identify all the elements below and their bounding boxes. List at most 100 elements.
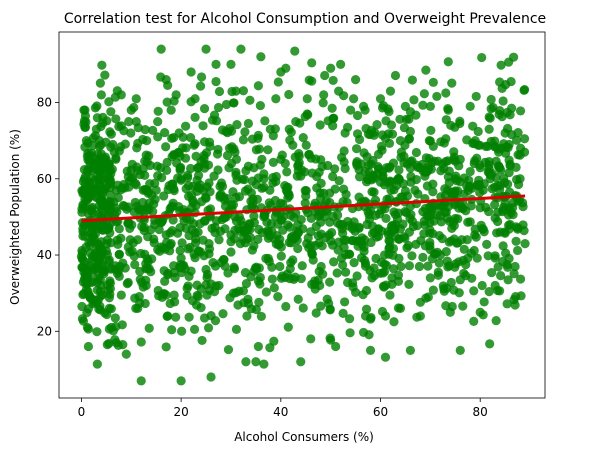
data-point — [330, 164, 340, 174]
data-point — [411, 239, 421, 249]
data-point — [161, 142, 171, 152]
data-point — [340, 163, 350, 174]
data-point — [293, 228, 303, 238]
data-point — [285, 264, 295, 274]
data-point — [343, 277, 353, 288]
data-point — [404, 227, 415, 237]
data-point — [503, 123, 513, 134]
data-point — [377, 103, 388, 113]
data-point — [197, 335, 207, 346]
data-point — [504, 57, 514, 67]
data-point — [509, 269, 519, 279]
data-point — [284, 89, 294, 100]
data-point — [290, 46, 300, 56]
data-point — [499, 173, 509, 183]
data-point — [165, 228, 175, 238]
data-point — [214, 235, 224, 245]
data-point — [512, 245, 523, 256]
data-point — [248, 194, 258, 204]
data-point — [478, 310, 488, 320]
data-point — [399, 158, 409, 168]
regression-line — [81, 194, 526, 223]
data-point — [475, 163, 485, 173]
data-point — [92, 254, 102, 264]
data-point — [316, 301, 326, 311]
data-point — [472, 253, 482, 263]
data-point — [97, 158, 107, 168]
data-point — [273, 77, 283, 87]
data-point — [181, 121, 191, 131]
data-point — [125, 247, 135, 257]
data-point — [130, 259, 140, 270]
data-point — [92, 101, 102, 111]
data-point — [242, 311, 252, 321]
data-point — [318, 269, 328, 279]
data-point — [255, 100, 265, 111]
data-point — [198, 235, 208, 245]
data-point — [271, 94, 281, 104]
data-point — [184, 181, 194, 191]
data-point — [286, 210, 296, 220]
data-point — [344, 221, 354, 231]
data-point — [404, 134, 414, 144]
data-point — [442, 256, 452, 266]
data-point — [114, 224, 124, 234]
data-point — [369, 263, 379, 273]
data-point — [310, 198, 320, 208]
data-point — [423, 261, 433, 271]
data-point — [484, 124, 494, 134]
data-point — [116, 290, 126, 300]
data-point — [326, 236, 336, 246]
data-point — [313, 230, 323, 241]
data-point — [450, 213, 460, 224]
data-point — [370, 195, 381, 205]
data-point — [263, 145, 273, 155]
data-point — [138, 282, 148, 292]
data-point — [479, 179, 489, 189]
data-point — [163, 268, 173, 278]
data-point — [153, 116, 163, 127]
data-point — [326, 63, 336, 73]
data-point — [367, 273, 377, 283]
data-point — [444, 166, 454, 176]
data-point — [393, 174, 404, 184]
data-point — [92, 113, 102, 123]
data-point — [412, 312, 422, 322]
data-point — [485, 339, 495, 349]
data-point — [110, 92, 120, 102]
data-point — [386, 185, 396, 195]
data-point — [374, 209, 385, 219]
data-point — [377, 306, 388, 317]
data-point — [503, 262, 513, 272]
data-point — [159, 191, 169, 201]
data-point — [325, 197, 335, 208]
data-point — [425, 101, 435, 111]
data-point — [199, 104, 210, 114]
data-point — [364, 330, 374, 340]
data-point — [294, 149, 304, 159]
data-point — [458, 255, 468, 265]
data-point — [105, 127, 115, 137]
data-point — [354, 222, 364, 232]
data-point — [332, 268, 342, 278]
data-point — [515, 150, 525, 160]
data-point — [500, 227, 510, 237]
data-point — [319, 188, 329, 198]
data-point — [437, 159, 447, 169]
data-point — [336, 59, 346, 70]
data-point — [92, 327, 102, 337]
data-point — [406, 210, 416, 220]
data-point — [140, 298, 150, 309]
data-point — [290, 272, 300, 282]
data-point — [195, 81, 206, 91]
data-point — [105, 283, 115, 294]
data-point — [222, 150, 233, 161]
data-point — [296, 357, 306, 367]
data-point — [491, 156, 501, 166]
data-point — [519, 134, 530, 144]
data-point — [352, 110, 363, 121]
data-point — [166, 105, 176, 115]
data-point — [175, 245, 185, 256]
data-point — [267, 274, 277, 284]
data-point — [268, 173, 278, 183]
